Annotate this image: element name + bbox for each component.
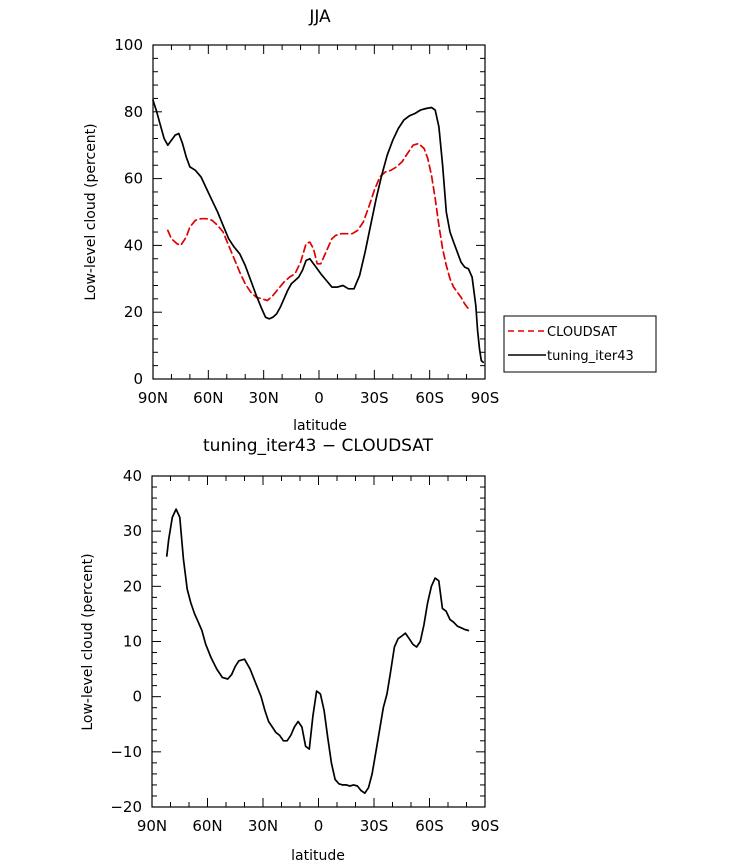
top-panel-title: JJA bbox=[308, 7, 331, 27]
bottom-xtick-label: 90N bbox=[137, 817, 167, 835]
top-series-cloudsat bbox=[166, 142, 470, 310]
top-xtick-label: 30S bbox=[360, 389, 389, 407]
legend-label-cloudsat: CLOUDSAT bbox=[547, 325, 617, 340]
top-ytick-label: 20 bbox=[124, 303, 143, 321]
bottom-ytick-label: 0 bbox=[132, 688, 142, 706]
bottom-ytick-label: −10 bbox=[110, 743, 142, 761]
top-panel-xlabel: latitude bbox=[293, 418, 347, 434]
top-ytick-label: 80 bbox=[124, 103, 143, 121]
top-xtick-label: 90N bbox=[138, 389, 168, 407]
bottom-panel-title: tuning_iter43 − CLOUDSAT bbox=[203, 436, 434, 456]
bottom-xtick-label: 90S bbox=[471, 817, 500, 835]
bottom-xtick-label: 30N bbox=[248, 817, 278, 835]
top-ytick-label: 40 bbox=[124, 236, 143, 254]
top-series-tuning-iter43 bbox=[152, 99, 485, 364]
bottom-panel-ticks bbox=[151, 475, 486, 808]
legend-label-tuning: tuning_iter43 bbox=[547, 349, 634, 364]
top-panel-frame bbox=[152, 44, 486, 380]
legend-box bbox=[503, 315, 657, 373]
top-panel-tick-labels: 90N 60N 30N 0 30S 60S 90S 0 20 40 60 80 100 bbox=[114, 36, 499, 407]
top-ytick-label: 60 bbox=[124, 170, 143, 188]
bottom-panel-ylabel: Low-level cloud (percent) bbox=[80, 553, 96, 730]
bottom-series-tuning-iter43-cloudsat bbox=[165, 508, 470, 795]
bottom-panel-frame bbox=[151, 475, 486, 808]
bottom-panel: tuning_iter43 − CLOUDSAT latitude Low-le… bbox=[80, 436, 499, 864]
bottom-xtick-label: 60S bbox=[415, 817, 444, 835]
top-panel-series bbox=[152, 99, 485, 364]
bottom-ytick-label: 40 bbox=[123, 467, 142, 485]
top-ytick-label: 0 bbox=[133, 370, 143, 388]
bottom-panel-xlabel: latitude bbox=[291, 848, 345, 864]
bottom-ytick-label: 20 bbox=[123, 577, 142, 595]
top-xtick-label: 60N bbox=[193, 389, 223, 407]
bottom-panel-series bbox=[165, 508, 470, 795]
top-xtick-label: 60S bbox=[415, 389, 444, 407]
bottom-panel-tick-labels: 90N 60N 30N 0 30S 60S 90S −20 −10 0 10 20 30 40 bbox=[110, 467, 499, 835]
top-xtick-label: 0 bbox=[314, 389, 324, 407]
top-panel: JJA latitude Low-level cloud (percent) 9… bbox=[83, 7, 499, 434]
top-xtick-label: 90S bbox=[471, 389, 500, 407]
top-panel-ticks bbox=[152, 44, 486, 380]
top-panel-ylabel: Low-level cloud (percent) bbox=[83, 123, 99, 300]
bottom-ytick-label: 30 bbox=[123, 522, 142, 540]
bottom-xtick-label: 60N bbox=[192, 817, 222, 835]
bottom-ytick-label: −20 bbox=[110, 798, 142, 816]
bottom-xtick-label: 0 bbox=[314, 817, 324, 835]
legend: CLOUDSAT tuning_iter43 bbox=[503, 315, 657, 373]
top-ytick-label: 100 bbox=[114, 36, 143, 54]
bottom-ytick-label: 10 bbox=[123, 633, 142, 651]
top-xtick-label: 30N bbox=[249, 389, 279, 407]
bottom-xtick-label: 30S bbox=[360, 817, 389, 835]
